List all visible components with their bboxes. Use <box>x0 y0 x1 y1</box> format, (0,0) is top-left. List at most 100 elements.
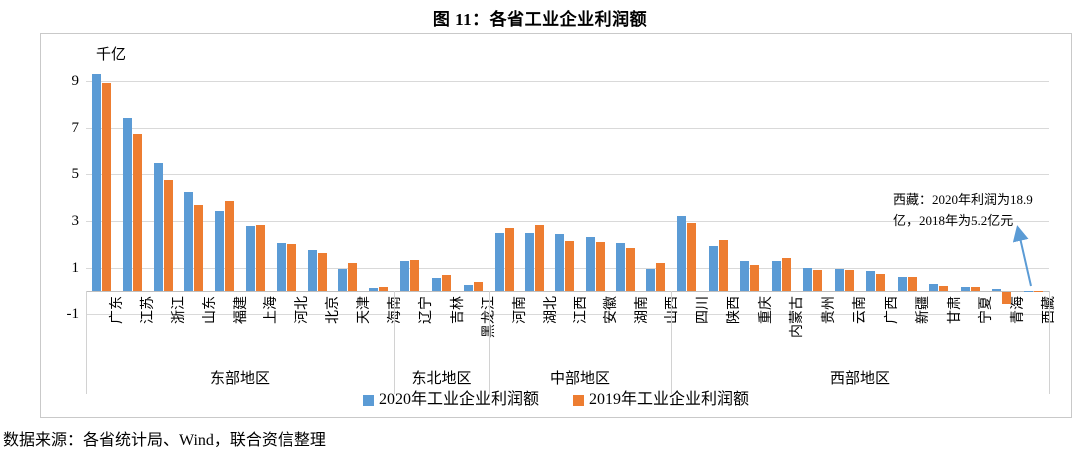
bar-2019-新疆 <box>907 277 917 291</box>
bar-2020-海南 <box>369 288 379 291</box>
x-axis-label: 山东 <box>202 296 218 324</box>
bar-2020-广东 <box>91 74 101 291</box>
gridline--1 <box>86 314 1049 316</box>
bar-2019-重庆 <box>750 265 760 291</box>
bar-2019-北京 <box>317 252 327 291</box>
bar-2020-西藏 <box>1023 290 1033 292</box>
y-tick-label: -1 <box>66 306 80 323</box>
bar-2019-宁夏 <box>970 286 980 291</box>
bar-2019-江苏 <box>132 133 142 291</box>
bar-2020-内蒙古 <box>771 260 781 291</box>
x-axis-label: 内蒙古 <box>790 296 806 338</box>
region-divider <box>1049 291 1050 394</box>
bar-2020-黑龙江 <box>463 285 473 291</box>
region-divider <box>86 291 87 394</box>
region-label: 西部地区 <box>829 371 890 387</box>
y-axis-unit-label: 千亿 <box>96 47 127 63</box>
bar-2019-天津 <box>348 263 358 291</box>
legend-item-2020: 2020年工业企业利润额 <box>362 391 539 409</box>
bar-2020-贵州 <box>803 267 813 291</box>
x-axis-label: 陕西 <box>727 296 743 324</box>
bar-2020-新疆 <box>897 277 907 291</box>
bar-2019-河南 <box>504 228 514 291</box>
x-axis-label: 湖北 <box>543 296 559 324</box>
bar-2020-河北 <box>276 243 286 291</box>
bar-2019-青海 <box>1002 292 1012 304</box>
region-label: 东北地区 <box>411 371 472 387</box>
bar-2019-陕西 <box>718 239 728 291</box>
x-axis-label: 云南 <box>853 296 869 324</box>
bar-2020-宁夏 <box>960 287 970 291</box>
x-axis-label: 甘肃 <box>947 296 963 324</box>
bar-2020-云南 <box>834 268 844 291</box>
tibet-annotation: 西藏：2020年利润为18.9 亿，2018年为5.2亿元 <box>893 189 1068 231</box>
x-axis-label: 广东 <box>110 296 126 324</box>
x-axis-label: 安徽 <box>604 296 620 324</box>
annotation-arrow-icon <box>1012 225 1032 287</box>
chart-legend: 2020年工业企业利润额 2019年工业企业利润额 <box>41 391 1071 409</box>
legend-label-2020: 2020年工业企业利润额 <box>378 391 539 408</box>
bar-2019-河北 <box>286 244 296 291</box>
bar-2020-上海 <box>245 225 255 291</box>
x-axis-label: 河南 <box>513 296 529 324</box>
data-source-note: 数据来源：各省统计局、Wind，联合资信整理 <box>3 432 326 449</box>
bar-2019-内蒙古 <box>781 258 791 291</box>
bar-2019-山东 <box>194 204 204 291</box>
gridline-3 <box>86 221 1049 222</box>
bar-2020-山西 <box>646 268 656 291</box>
x-axis-line <box>86 291 1049 292</box>
x-axis-label: 湖南 <box>634 296 650 324</box>
bar-2020-甘肃 <box>929 284 939 291</box>
bar-2020-安徽 <box>585 237 595 291</box>
x-axis-label: 吉林 <box>450 296 466 324</box>
bar-2020-重庆 <box>740 260 750 291</box>
bar-2020-四川 <box>677 216 687 291</box>
x-axis-label: 新疆 <box>916 296 932 324</box>
bar-2020-吉林 <box>432 278 441 291</box>
region-divider <box>671 291 672 394</box>
x-axis-label: 江西 <box>573 296 589 324</box>
x-axis-label: 上海 <box>264 296 280 324</box>
legend-item-2019: 2019年工业企业利润额 <box>573 391 749 409</box>
bar-2019-山西 <box>656 263 666 291</box>
bar-2019-广东 <box>101 83 111 291</box>
bar-2019-上海 <box>255 224 265 291</box>
bar-2020-广西 <box>866 271 876 291</box>
figure-title: 图 11：各省工业企业利润额 <box>432 10 648 29</box>
x-axis-label: 江苏 <box>141 296 157 324</box>
bar-2020-江苏 <box>122 118 132 291</box>
gridline-7 <box>86 127 1049 129</box>
bar-2019-江西 <box>565 240 575 291</box>
tibet-annotation-line-2: 亿，2018年为5.2亿元 <box>893 213 1014 228</box>
y-tick-label: 3 <box>71 213 80 229</box>
y-tick-label: 1 <box>71 259 80 276</box>
bar-2019-安徽 <box>595 242 605 291</box>
bar-2019-湖北 <box>535 224 544 291</box>
x-axis-label: 山西 <box>664 296 680 324</box>
bar-2019-福建 <box>225 201 235 291</box>
x-axis-label: 辽宁 <box>418 296 434 324</box>
bar-2019-黑龙江 <box>473 281 483 291</box>
bar-2019-四川 <box>687 223 697 291</box>
gridline-9 <box>86 81 1049 83</box>
y-tick-label: 7 <box>71 119 80 136</box>
bar-2020-福建 <box>215 210 225 291</box>
region-divider <box>489 291 490 394</box>
gridline-5 <box>86 174 1049 176</box>
x-axis-label: 浙江 <box>172 296 187 324</box>
x-axis-label: 天津 <box>356 296 372 324</box>
bar-2020-河南 <box>494 232 504 291</box>
x-axis-label: 北京 <box>326 296 341 324</box>
x-axis-label: 四川 <box>695 296 711 324</box>
bar-2019-海南 <box>379 287 389 291</box>
bar-2019-湖南 <box>626 247 635 291</box>
bar-2020-湖北 <box>525 232 534 291</box>
y-tick-label: 5 <box>71 166 80 183</box>
region-divider <box>394 291 395 394</box>
bar-2020-浙江 <box>153 162 163 291</box>
region-label: 东部地区 <box>209 371 270 387</box>
bar-2019-贵州 <box>813 270 823 291</box>
bar-2019-西藏 <box>1033 290 1043 292</box>
bar-2020-天津 <box>338 268 348 291</box>
bar-2020-山东 <box>184 191 194 291</box>
